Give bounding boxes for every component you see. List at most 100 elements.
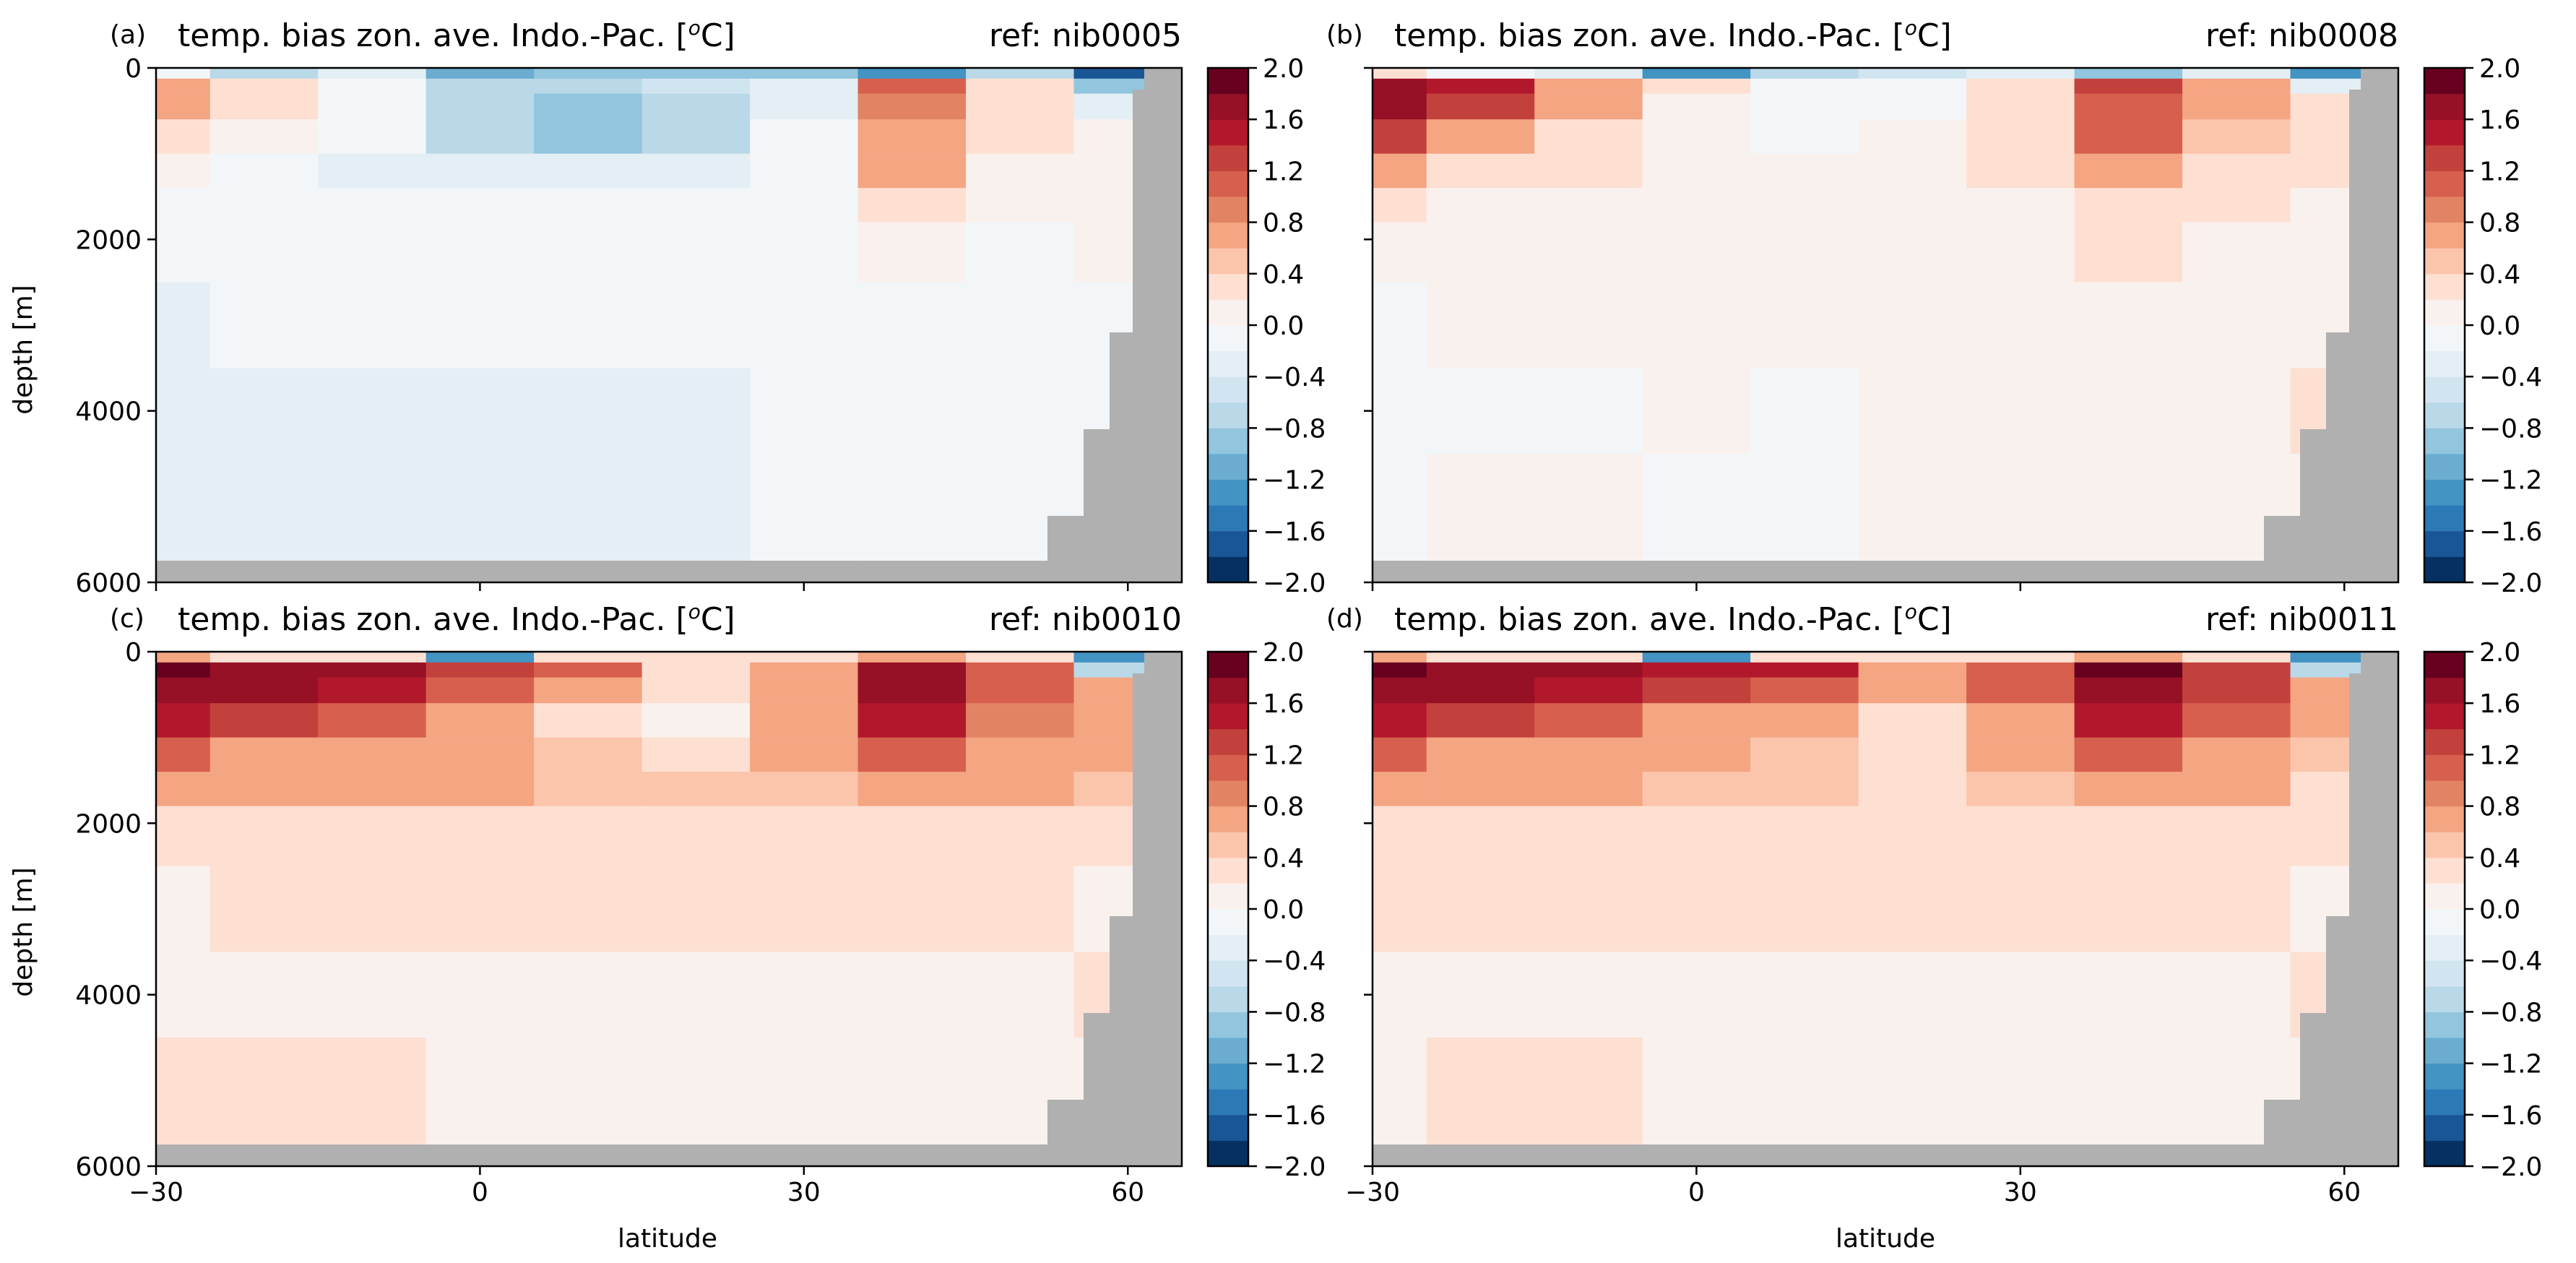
heatmap-cell: [966, 806, 1075, 867]
heatmap-cell: [1373, 952, 1427, 1038]
heatmap-cell: [156, 188, 211, 223]
heatmap-cell: [1642, 952, 1751, 1038]
heatmap-cell: [1373, 737, 1427, 772]
colorbar-tick-label: −1.6: [2479, 1101, 2542, 1131]
heatmap-cell: [1966, 952, 2075, 1038]
colorbar-tick-label: 0.0: [1263, 311, 1304, 341]
heatmap-cell: [966, 662, 1075, 678]
heatmap-cell: [2182, 677, 2291, 704]
panel-a: 0 2000 4000 6000 (a) temp. bias zon. ave. Ind…: [75, 16, 1326, 598]
heatmap-cell: [534, 772, 643, 807]
heatmap-cell: [1966, 806, 2075, 867]
heatmap-cell: [641, 677, 751, 704]
heatmap-cell: [1534, 677, 1643, 704]
heatmap-cell: [1534, 93, 1643, 120]
heatmap-cell: [750, 93, 859, 120]
colorbar-segment: [2424, 832, 2465, 858]
heatmap-cell: [966, 153, 1075, 189]
heatmap-cell: [641, 703, 751, 738]
heatmap-cell: [318, 93, 427, 120]
heatmap-cell: [2182, 703, 2291, 738]
y-tick-label: 0: [125, 638, 142, 668]
heatmap-cell: [1858, 153, 1967, 189]
heatmap-cell: [641, 68, 751, 79]
heatmap-cell: [1426, 806, 1535, 867]
heatmap-cell: [1750, 93, 1859, 120]
heatmap-cell: [534, 119, 643, 155]
colorbar-tick-label: −0.4: [2479, 947, 2542, 976]
colorbar-segment: [2424, 222, 2465, 249]
heatmap-cell: [1426, 737, 1535, 772]
heatmap-cell: [1858, 806, 1967, 867]
heatmap-cell: [1750, 652, 1859, 663]
heatmap-cell: [425, 68, 535, 79]
heatmap-cell: [209, 737, 319, 772]
heatmap-cell: [857, 952, 967, 1038]
heatmap-cell: [209, 866, 319, 952]
colorbar-segment: [1208, 883, 1248, 910]
colorbar-segment: [1208, 677, 1248, 704]
heatmap-cell: [425, 737, 535, 772]
heatmap-cell: [2182, 153, 2291, 189]
heatmap-cell: [209, 153, 319, 189]
colorbar-segment: [1208, 299, 1248, 326]
colorbar-segment: [1208, 556, 1248, 583]
heatmap-cell: [209, 68, 319, 79]
title-sup: o: [1905, 600, 1917, 624]
colorbar-segment: [2424, 530, 2465, 557]
heatmap-cell: [1426, 93, 1535, 120]
heatmap-cell: [2074, 662, 2183, 678]
heatmap-cell: [2182, 93, 2291, 120]
colorbar-tick-label: 1.6: [2479, 689, 2520, 719]
figure-ylabel-bottom: depth [m]: [9, 867, 38, 996]
heatmap-cell: [1642, 737, 1751, 772]
heatmap-cell: [1373, 662, 1427, 678]
colorbar-segment: [1208, 530, 1248, 557]
heatmap-cell: [425, 806, 535, 867]
heatmap-cell: [966, 737, 1075, 772]
colorbar-tick-label: 0.0: [2479, 311, 2520, 341]
heatmap-cell: [318, 188, 427, 223]
colorbar-segment: [2424, 728, 2465, 755]
colorbar-segment: [2424, 986, 2465, 1012]
heatmap-cell: [1373, 188, 1427, 223]
heatmap-cell: [1858, 119, 1967, 155]
heatmap-cell: [641, 662, 751, 678]
heatmap-cell: [425, 772, 535, 807]
heatmap-cell: [966, 677, 1075, 704]
heatmap-cell: [1750, 866, 1859, 952]
colorbar-segment: [1208, 119, 1248, 146]
title-main: temp. bias zon. ave. Indo.-Pac. [: [1394, 601, 1905, 638]
heatmap-cell: [1750, 952, 1859, 1038]
heatmap-cell: [1373, 68, 1427, 79]
heatmap-cell: [2182, 772, 2291, 807]
y-tick-label: 2000: [75, 225, 142, 255]
heatmap-cell: [156, 222, 211, 283]
heatmap-cell: [1642, 677, 1751, 704]
heatmap-cell: [534, 368, 643, 454]
heatmap-cell: [1373, 772, 1427, 807]
y-tick-label: 4000: [75, 981, 142, 1011]
colorbar-segment: [1208, 780, 1248, 807]
colorbar-tick-label: −2.0: [1263, 1152, 1326, 1182]
heatmap-cell: [1858, 93, 1967, 120]
heatmap-cell: [534, 952, 643, 1038]
heatmap-cell: [1642, 772, 1751, 807]
heatmap-cell: [318, 282, 427, 368]
colorbar-tick-label: 1.2: [1263, 741, 1304, 770]
heatmap-cell: [425, 866, 535, 952]
heatmap-cell: [966, 952, 1075, 1038]
colorbar-segment: [2424, 350, 2465, 377]
colorbar-segment: [1208, 505, 1248, 532]
colorbar-tick-label: 2.0: [1263, 638, 1304, 668]
heatmap-cell: [1642, 153, 1751, 189]
heatmap-cell: [857, 222, 967, 283]
heatmap-cell: [641, 188, 751, 223]
colorbar-tick-label: −0.8: [2479, 998, 2542, 1027]
heatmap-cell: [209, 652, 319, 663]
heatmap-cell: [857, 662, 967, 678]
heatmap-cell: [209, 677, 319, 704]
figure-ylabel-top: depth [m]: [9, 285, 38, 414]
heatmap-cell: [1750, 806, 1859, 867]
colorbar-segment: [2424, 479, 2465, 506]
